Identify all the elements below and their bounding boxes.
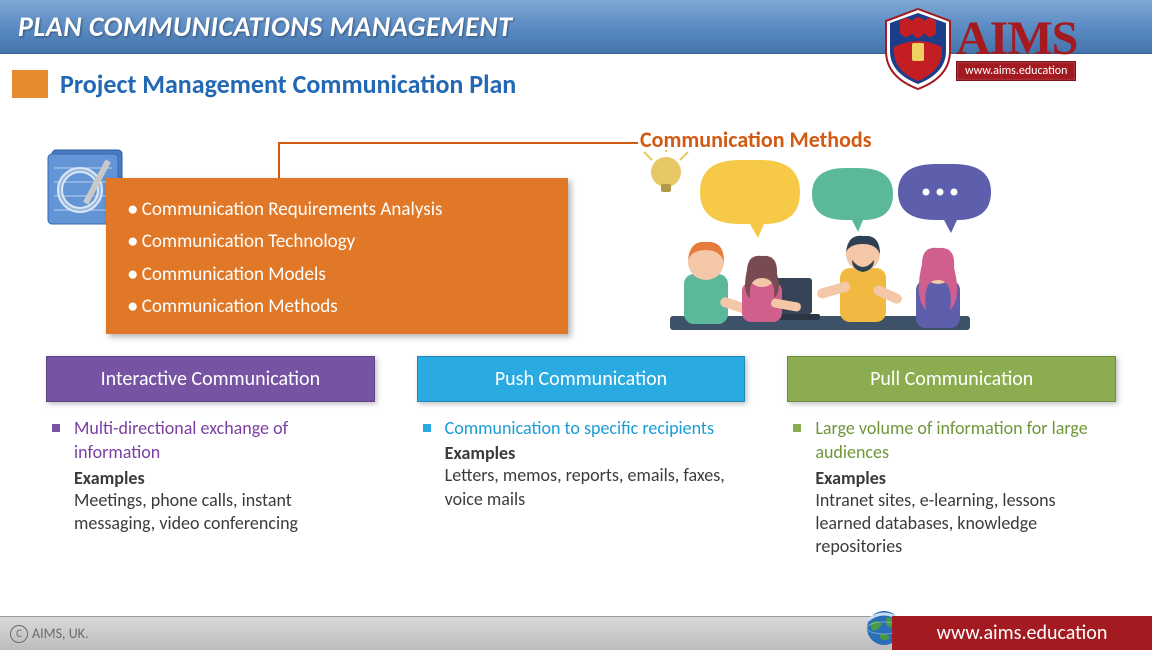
column-lead: Communication to specific recipients: [423, 416, 740, 440]
page-title: PLAN COMMUNICATIONS MANAGEMENT: [18, 9, 512, 44]
column-lead-text: Communication to specific recipients: [445, 416, 714, 440]
subtitle: Project Management Communication Plan: [60, 68, 516, 100]
examples-text: Meetings, phone calls, instant messaging…: [74, 489, 369, 536]
logo-url: www.aims.education: [956, 61, 1076, 81]
copyright-text: AIMS, UK.: [32, 625, 88, 642]
examples-label: Examples: [815, 467, 1110, 489]
method-item: Communication Requirements Analysis: [128, 194, 546, 226]
column-header: Interactive Communication: [46, 356, 375, 402]
bullet-icon: [793, 424, 801, 432]
connector-horizontal: [278, 142, 638, 144]
logo-crest-icon: [882, 7, 954, 91]
column-push: Push Communication Communication to spec…: [417, 356, 746, 559]
column-lead-text: Multi-directional exchange of informatio…: [74, 416, 369, 465]
section-heading: Communication Methods: [640, 126, 872, 153]
examples-text: Intranet sites, e-learning, lessons lear…: [815, 489, 1110, 559]
column-lead: Large volume of information for large au…: [793, 416, 1110, 465]
column-header: Pull Communication: [787, 356, 1116, 402]
methods-box: Communication Requirements Analysis Comm…: [106, 178, 568, 334]
connector-vertical: [278, 142, 280, 180]
people-illustration: [610, 150, 1030, 360]
copyright: C AIMS, UK.: [10, 625, 88, 643]
column-pull: Pull Communication Large volume of infor…: [787, 356, 1116, 559]
examples-label: Examples: [74, 467, 369, 489]
column-lead-text: Large volume of information for large au…: [815, 416, 1110, 465]
method-item: Communication Models: [128, 259, 546, 291]
columns-row: Interactive Communication Multi-directio…: [46, 356, 1116, 559]
copyright-icon: C: [10, 625, 28, 643]
logo-text: AIMS: [956, 17, 1077, 60]
bullet-icon: [423, 424, 431, 432]
bullet-icon: [52, 424, 60, 432]
footer-url: www.aims.education: [937, 621, 1108, 645]
logo: AIMS www.aims.education: [882, 4, 1142, 94]
method-item: Communication Methods: [128, 291, 546, 323]
footer-url-badge: www.aims.education: [892, 616, 1152, 650]
column-interactive: Interactive Communication Multi-directio…: [46, 356, 375, 559]
subtitle-accent: [12, 70, 48, 98]
examples-text: Letters, memos, reports, emails, faxes, …: [445, 464, 740, 511]
examples-label: Examples: [445, 442, 740, 464]
column-header: Push Communication: [417, 356, 746, 402]
column-lead: Multi-directional exchange of informatio…: [52, 416, 369, 465]
method-item: Communication Technology: [128, 226, 546, 258]
